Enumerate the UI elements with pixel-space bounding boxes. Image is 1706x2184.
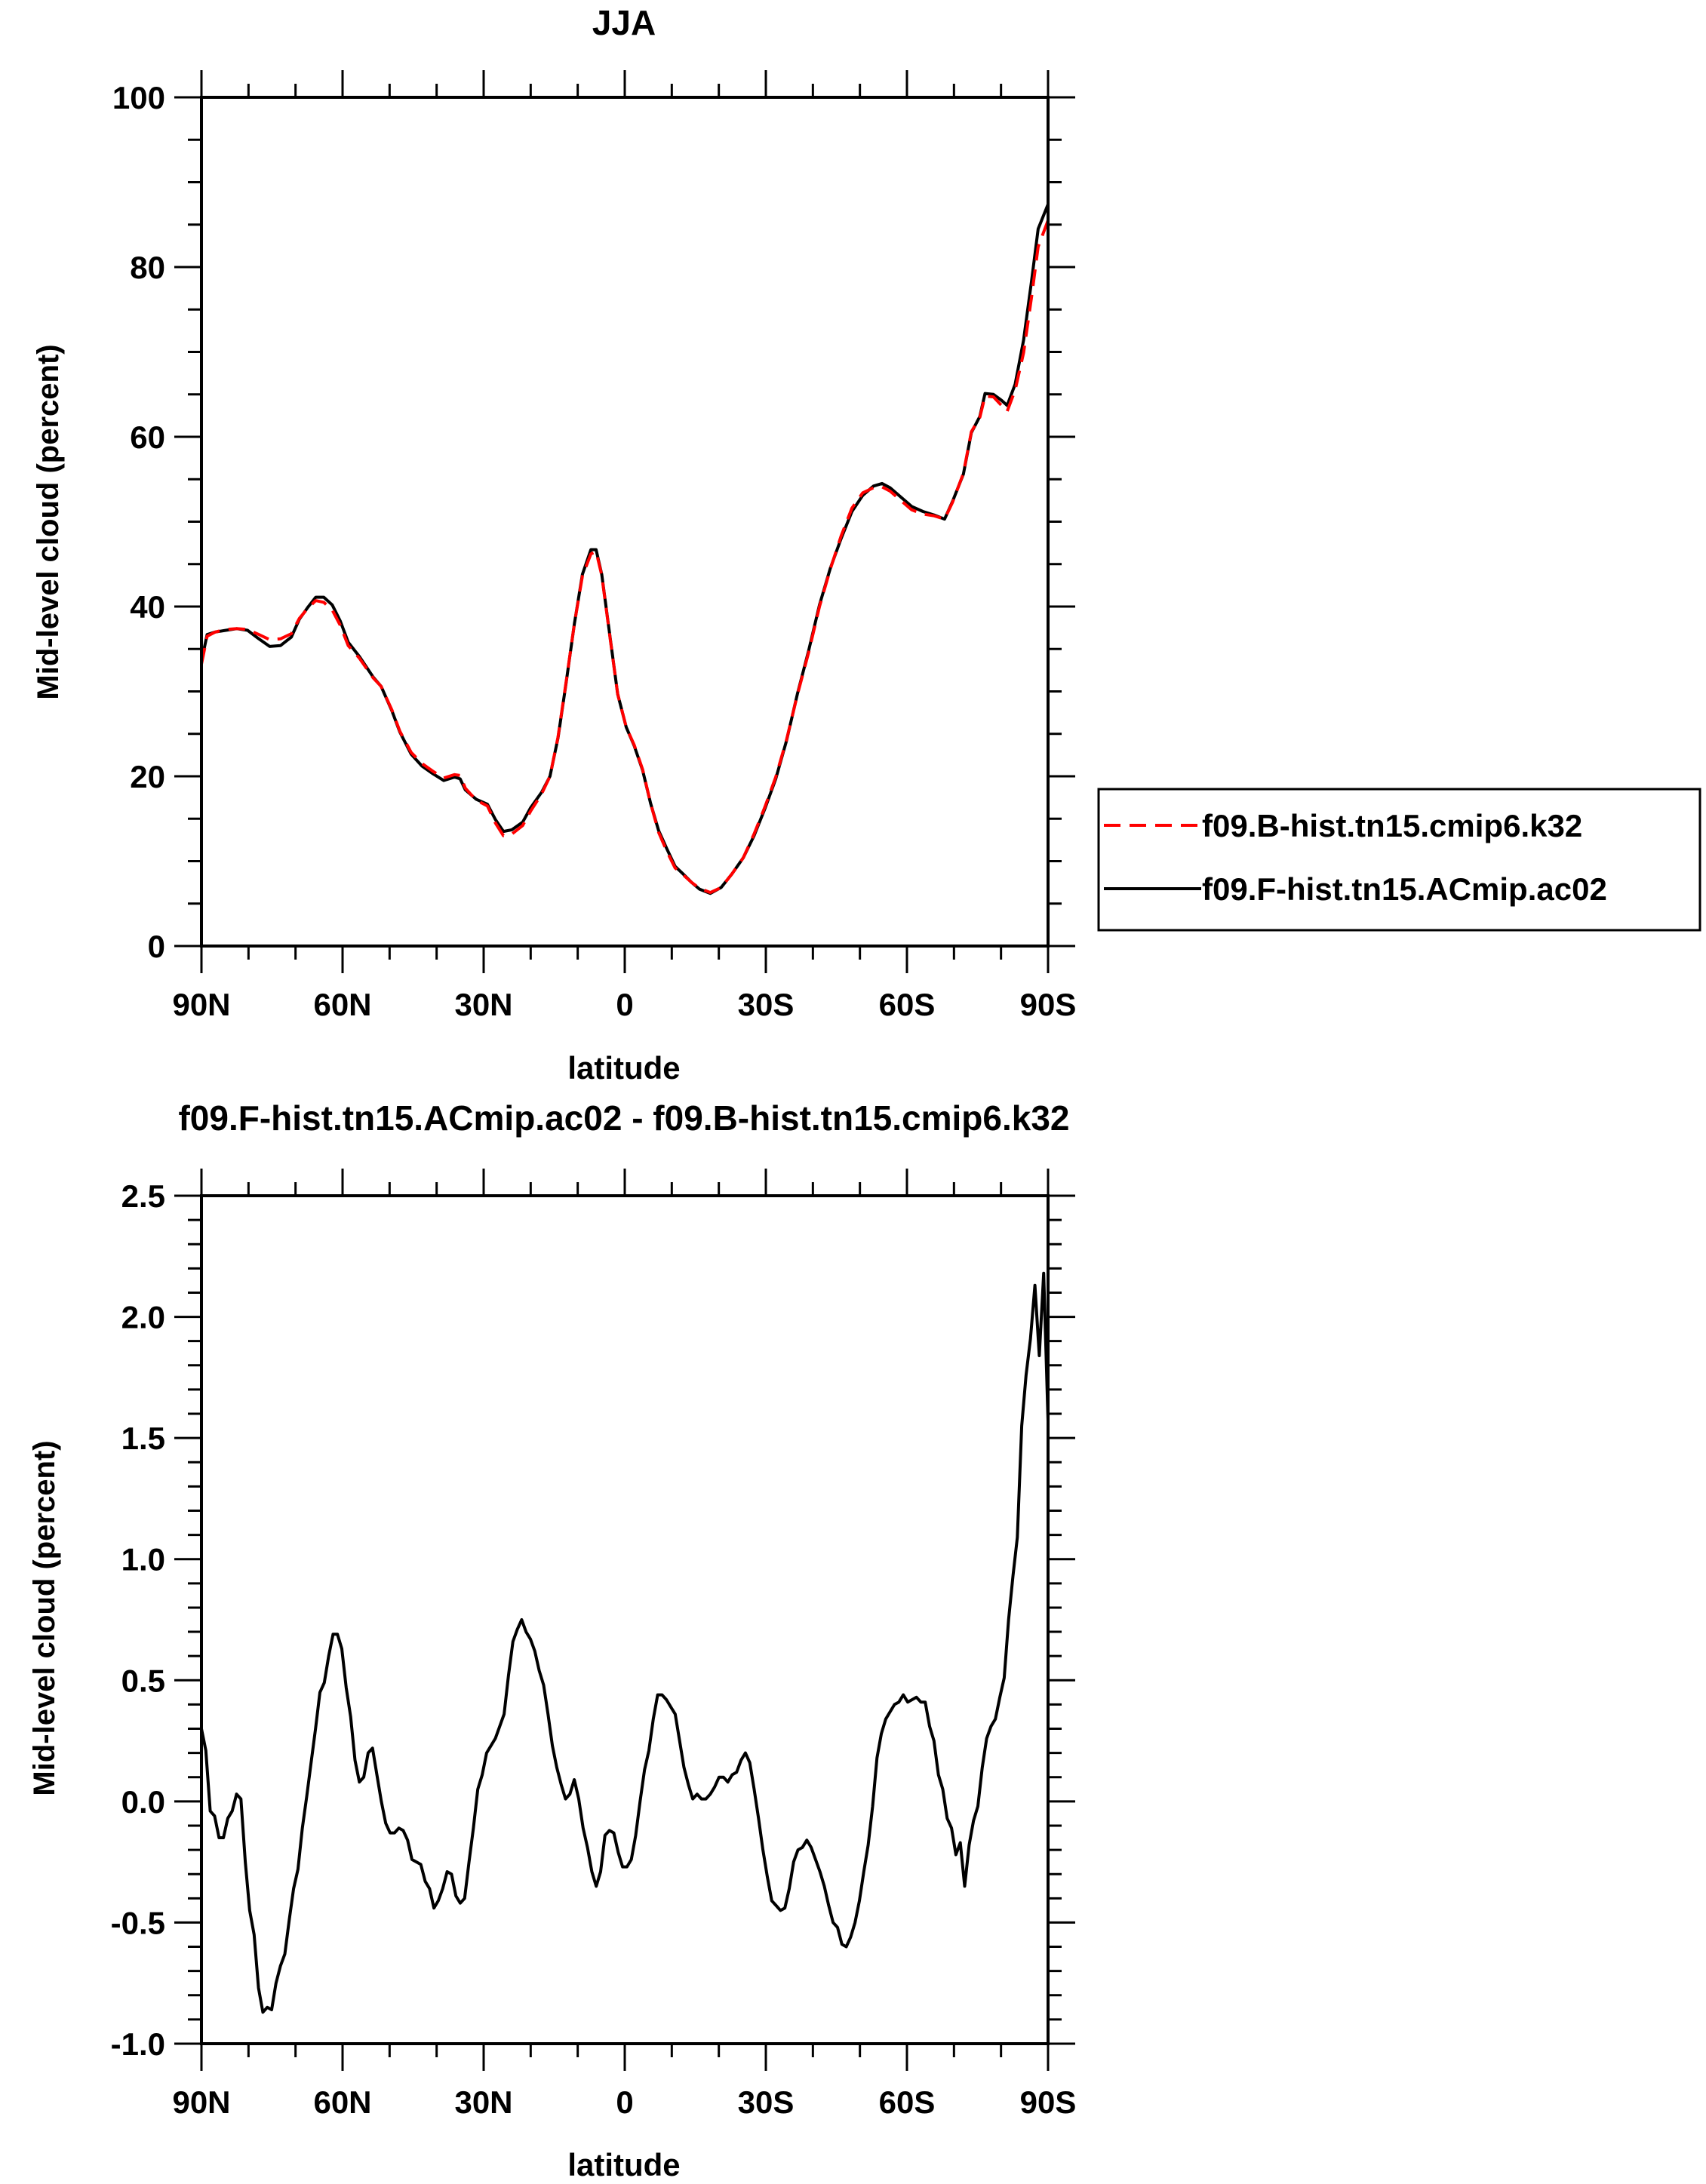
bottom-y-axis-label: Mid-level cloud (percent) [28, 1440, 61, 1795]
y-tick-label: -1.0 [111, 2026, 165, 2062]
y-tick-label: 0.0 [121, 1784, 165, 1820]
top-x-axis-label: latitude [567, 1050, 680, 1086]
y-tick-label: -0.5 [111, 1905, 165, 1940]
top-series-lines [200, 203, 1050, 895]
x-tick-label: 60S [879, 2084, 936, 2120]
x-tick-label: 30S [738, 2084, 795, 2120]
x-tick-label: 30N [454, 987, 512, 1022]
top-y-axis-label: Mid-level cloud (percent) [32, 344, 65, 699]
top-chart: JJA Mid-level cloud (percent) latitude 9… [32, 3, 1701, 1086]
x-tick-label: 30N [454, 2084, 512, 2120]
bottom-axis-ticks: 90N 60N 30N 0 30S 60S 90S -1.0 -0.5 0.0 0.5 1.0 1.5 2… [111, 1169, 1077, 2120]
y-tick-label: 20 [130, 759, 165, 794]
legend-label: f09.F-hist.tn15.ACmip.ac02 [1202, 871, 1607, 907]
x-tick-label: 60N [313, 987, 371, 1022]
y-tick-label: 60 [130, 419, 165, 455]
y-tick-label: 0 [148, 929, 165, 964]
y-tick-label: 1.0 [121, 1542, 165, 1577]
x-tick-label: 90N [172, 987, 230, 1022]
top-chart-title: JJA [592, 3, 656, 42]
y-tick-label: 80 [130, 250, 165, 285]
x-tick-label: 0 [616, 2084, 633, 2120]
y-tick-label: 1.5 [121, 1421, 165, 1456]
bottom-chart: f09.F-hist.tn15.ACmip.ac02 - f09.B-hist.… [28, 1098, 1076, 2182]
y-tick-label: 2.0 [121, 1300, 165, 1335]
bottom-x-axis-label: latitude [567, 2147, 680, 2182]
legend: f09.B-hist.tn15.cmip6.k32 f09.F-hist.tn1… [1097, 788, 1701, 932]
x-tick-label: 90N [172, 2084, 230, 2120]
x-tick-label: 90S [1020, 987, 1077, 1022]
legend-box [1097, 788, 1701, 932]
legend-label: f09.B-hist.tn15.cmip6.k32 [1202, 808, 1582, 843]
y-tick-label: 100 [112, 80, 165, 115]
bottom-chart-title: f09.F-hist.tn15.ACmip.ac02 - f09.B-hist.… [178, 1098, 1069, 1138]
y-tick-label: 40 [130, 589, 165, 625]
x-tick-label: 90S [1020, 2084, 1077, 2120]
top-plot-frame [200, 96, 1050, 948]
y-tick-label: 0.5 [121, 1663, 165, 1698]
series-line-difference [200, 1271, 1050, 2014]
series-line-f09-b-hist-tn15-cmip6-k32 [200, 220, 1050, 895]
y-tick-label: 2.5 [121, 1178, 165, 1214]
series-line-f09-f-hist-tn15-acmip-ac02 [200, 203, 1050, 895]
x-tick-label: 60S [879, 987, 936, 1022]
x-tick-label: 0 [616, 987, 633, 1022]
bottom-series-lines [200, 1271, 1050, 2014]
x-tick-label: 60N [313, 2084, 371, 2120]
x-tick-label: 30S [738, 987, 795, 1022]
bottom-plot-frame [200, 1194, 1050, 2045]
top-axis-ticks: 90N 60N 30N 0 30S 60S 90S 0 20 40 60 80 100 [112, 70, 1076, 1022]
